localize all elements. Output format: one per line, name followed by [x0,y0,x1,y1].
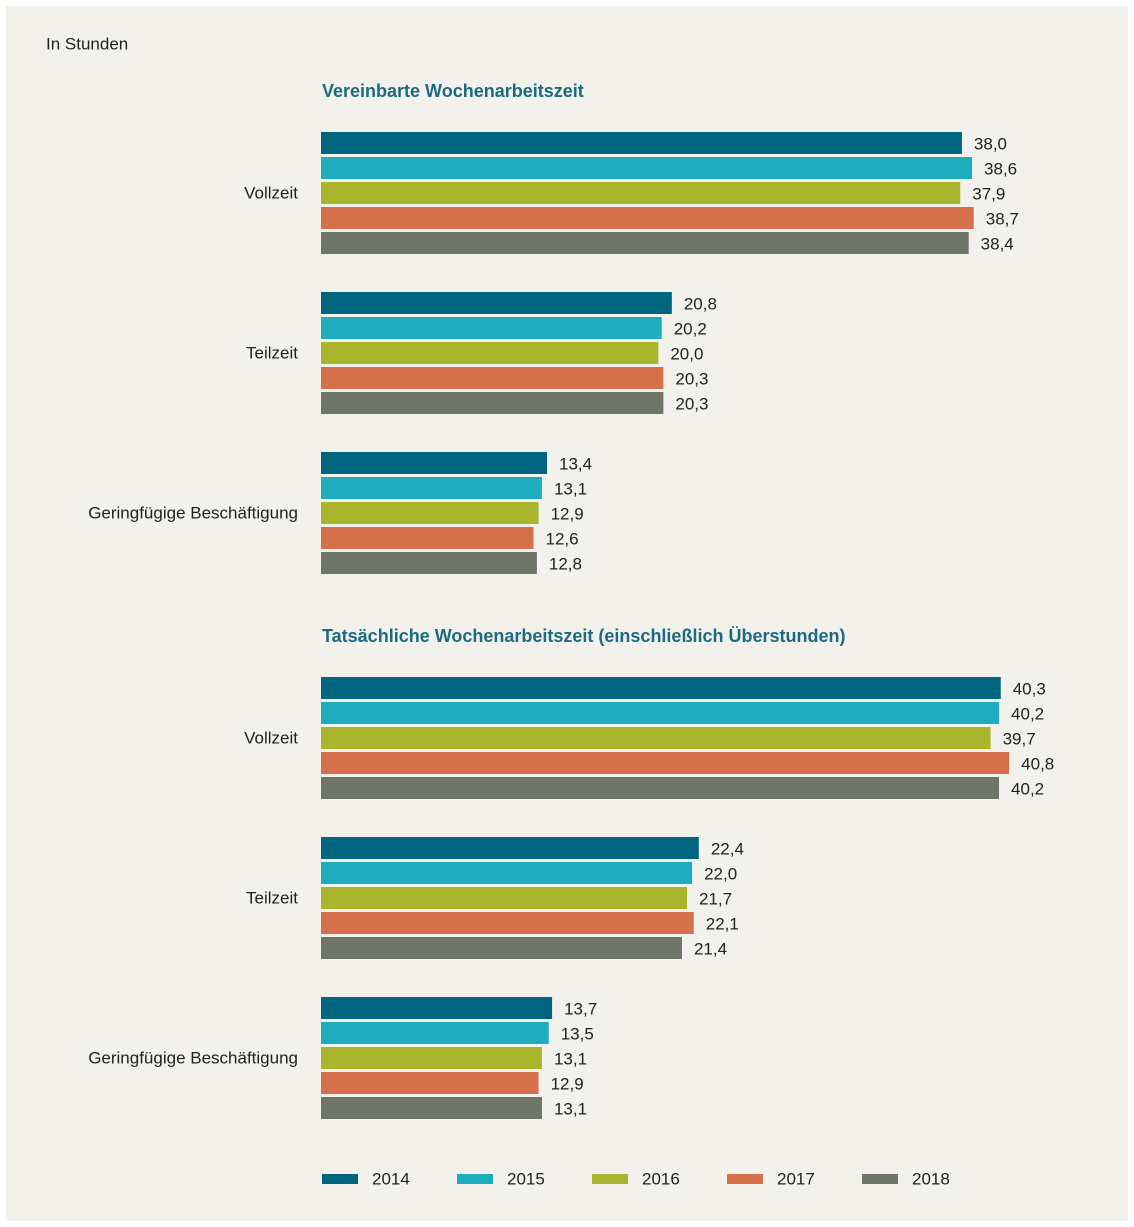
bar [321,527,534,549]
value-label: 12,6 [546,529,579,548]
value-label: 13,1 [554,479,587,498]
bar [321,1072,539,1094]
value-label: 40,8 [1021,754,1054,773]
unit-label: In Stunden [46,34,128,53]
value-label: 22,4 [711,839,744,858]
value-label: 13,5 [561,1024,594,1043]
bar [321,1022,549,1044]
value-label: 20,3 [675,394,708,413]
bar [321,752,1010,774]
bar [321,777,1000,799]
value-label: 39,7 [1003,729,1036,748]
value-label: 12,9 [551,1074,584,1093]
value-label: 22,0 [704,864,737,883]
category-label: Vollzeit [244,728,298,747]
value-label: 20,2 [674,319,707,338]
value-label: 12,8 [549,554,582,573]
bar [321,552,537,574]
value-label: 20,0 [670,344,703,363]
value-label: 13,4 [559,454,592,473]
value-label: 22,1 [706,914,739,933]
bar [321,997,553,1019]
bar [321,477,542,499]
legend-label: 2017 [777,1169,815,1188]
value-label: 38,4 [981,234,1014,253]
bar [321,1097,542,1119]
value-label: 40,2 [1011,704,1044,723]
panel-title: Vereinbarte Wochenarbeitszeit [322,81,584,101]
bar [321,317,662,339]
bar [321,182,961,204]
category-label: Teilzeit [246,343,298,362]
legend-label: 2016 [642,1169,680,1188]
bar [321,862,693,884]
bar [321,702,1000,724]
value-label: 13,1 [554,1049,587,1068]
value-label: 20,8 [684,294,717,313]
legend-swatch [727,1174,763,1184]
bar [321,502,539,524]
legend-swatch [322,1174,358,1184]
bar [321,342,659,364]
bar [321,157,973,179]
bar [321,837,699,859]
value-label: 40,2 [1011,779,1044,798]
bar [321,132,962,154]
value-label: 40,3 [1013,679,1046,698]
bar [321,727,991,749]
category-label: Geringfügige Beschäftigung [88,503,298,522]
value-label: 37,9 [972,184,1005,203]
category-label: Teilzeit [246,888,298,907]
bar [321,392,664,414]
bar [321,367,664,389]
legend-swatch [457,1174,493,1184]
legend-label: 2014 [372,1169,410,1188]
value-label: 21,4 [694,939,727,958]
value-label: 12,9 [551,504,584,523]
bar [321,912,694,934]
value-label: 20,3 [675,369,708,388]
legend-label: 2018 [912,1169,950,1188]
bar [321,452,548,474]
legend-swatch [592,1174,628,1184]
bar [321,207,974,229]
bar [321,292,672,314]
value-label: 38,7 [986,209,1019,228]
value-label: 38,6 [984,159,1017,178]
legend-label: 2015 [507,1169,545,1188]
value-label: 38,0 [974,134,1007,153]
bar [321,887,688,909]
bar [321,1047,542,1069]
value-label: 21,7 [699,889,732,908]
value-label: 13,1 [554,1099,587,1118]
panel-title: Tatsächliche Wochenarbeitszeit (einschli… [322,626,845,646]
value-label: 13,7 [564,999,597,1018]
bar [321,232,969,254]
category-label: Geringfügige Beschäftigung [88,1048,298,1067]
category-label: Vollzeit [244,183,298,202]
bar [321,937,682,959]
legend-swatch [862,1174,898,1184]
bar [321,677,1001,699]
